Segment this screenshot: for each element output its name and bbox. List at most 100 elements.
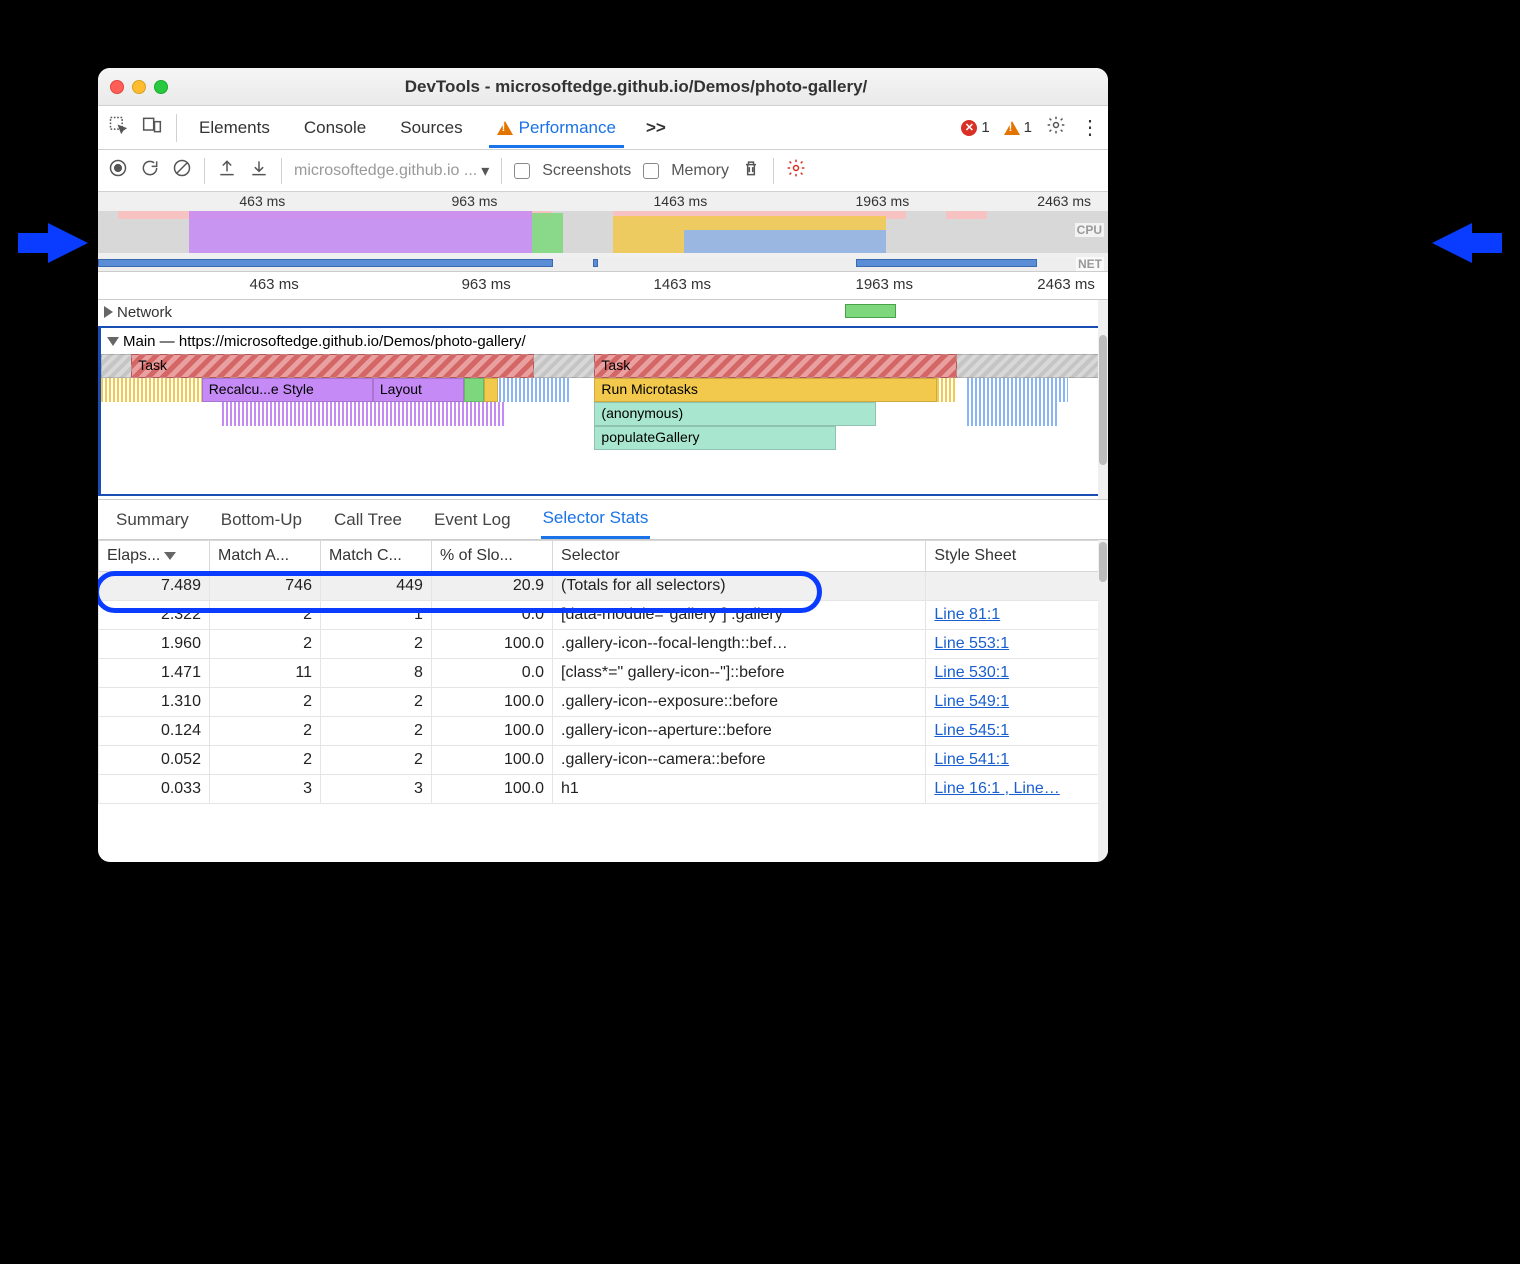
upload-icon[interactable] [217,158,237,183]
flame-bar[interactable]: Run Microtasks [594,378,936,402]
stylesheet-link[interactable]: Line 16:1 , Line… [934,780,1059,797]
context-dropdown[interactable]: microsoftedge.github.io ...▾ [294,161,489,181]
overview-tick: 463 ms [239,193,285,209]
flame-bar[interactable] [464,378,484,402]
stylesheet-link[interactable]: Line 549:1 [934,693,1009,710]
table-row[interactable]: 1.31022100.0.gallery-icon--exposure::bef… [99,688,1108,717]
stylesheet-link[interactable]: Line 545:1 [934,722,1009,739]
subtab-event-log[interactable]: Event Log [432,502,513,538]
table-cell: 2 [209,746,320,775]
devtools-tabs: Elements Console Sources Performance >> ✕ 1… [98,106,1108,150]
inspect-icon[interactable] [108,115,128,140]
subtab-selector-stats[interactable]: Selector Stats [541,500,651,539]
record-button[interactable] [108,158,128,183]
tab-console[interactable]: Console [296,108,374,148]
flame-bar[interactable]: populateGallery [594,426,836,450]
flame-chart-area[interactable]: Network Main — https://microsoftedge.git… [98,300,1108,500]
flame-bar[interactable]: Task [131,354,534,378]
column-header[interactable]: Style Sheet [926,541,1108,572]
table-cell: 3 [209,775,320,804]
table-cell: 2 [320,746,431,775]
table-cell: 746 [209,572,320,601]
table-cell: 1.960 [99,630,210,659]
table-row[interactable]: 7.48974644920.9(Totals for all selectors… [99,572,1108,601]
tab-elements[interactable]: Elements [191,108,278,148]
gc-icon[interactable] [741,158,761,183]
sort-icon [164,552,176,560]
flame-bar[interactable]: Layout [373,378,464,402]
expand-icon[interactable] [104,306,113,318]
table-cell: 2 [320,717,431,746]
subtab-bottom-up[interactable]: Bottom-Up [219,502,304,538]
flame-bar[interactable] [484,378,498,402]
flame-stripes [499,378,569,402]
detail-subtabs: Summary Bottom-Up Call Tree Event Log Select… [98,500,1108,540]
annotation-arrow-left [48,223,88,263]
device-icon[interactable] [142,115,162,140]
column-header[interactable]: Match C... [320,541,431,572]
flame-bar[interactable]: (anonymous) [594,402,876,426]
more-icon[interactable]: ⋮ [1080,115,1098,140]
clear-button[interactable] [172,158,192,183]
main-thread-section: Main — https://microsoftedge.github.io/D… [98,326,1108,496]
tabs-overflow[interactable]: >> [638,108,674,148]
table-row[interactable]: 0.03333100.0h1Line 16:1 , Line… [99,775,1108,804]
stylesheet-link[interactable]: Line 553:1 [934,635,1009,652]
flame-scrollbar[interactable] [1098,300,1108,499]
table-cell: 100.0 [431,630,552,659]
collapse-icon[interactable] [107,337,119,346]
download-icon[interactable] [249,158,269,183]
overview-tick: 963 ms [452,193,498,209]
table-cell: 2 [320,688,431,717]
screenshots-checkbox[interactable] [514,163,530,179]
network-track[interactable]: Network [98,300,1108,324]
flame-bar[interactable]: Task [594,354,957,378]
table-row[interactable]: 0.12422100.0.gallery-icon--aperture::bef… [99,717,1108,746]
flame-stripes [222,402,504,426]
table-scrollbar[interactable] [1098,540,1108,862]
memory-checkbox[interactable] [643,163,659,179]
ruler-tick: 1463 ms [654,276,712,293]
subtab-summary[interactable]: Summary [114,502,191,538]
table-row[interactable]: 2.322210.0[data-module="gallery"] .galle… [99,601,1108,630]
warning-badge[interactable]: 1 [1004,119,1032,136]
flame-bar[interactable]: Recalcu...e Style [202,378,373,402]
window-close-button[interactable] [110,80,124,94]
table-cell: 7.489 [99,572,210,601]
tab-performance[interactable]: Performance [489,108,624,148]
reload-button[interactable] [140,158,160,183]
stylesheet-link[interactable]: Line 81:1 [934,606,1000,623]
window-maximize-button[interactable] [154,80,168,94]
table-cell: 100.0 [431,688,552,717]
table-row[interactable]: 0.05222100.0.gallery-icon--camera::befor… [99,746,1108,775]
table-cell: [data-module="gallery"] .gallery [553,601,926,630]
overview-timeline[interactable]: 463 ms963 ms1463 ms1963 ms2463 ms CPU NE… [98,192,1108,272]
overview-tick: 2463 ms [1037,193,1091,209]
settings-gear-icon[interactable] [1046,115,1066,140]
column-header[interactable]: Elaps... [99,541,210,572]
table-cell: (Totals for all selectors) [553,572,926,601]
table-cell: Line 530:1 [926,659,1108,688]
capture-settings-icon[interactable] [786,158,806,183]
stylesheet-link[interactable]: Line 530:1 [934,664,1009,681]
timeline-ruler[interactable]: 463 ms963 ms1463 ms1963 ms2463 ms [98,272,1108,300]
subtab-call-tree[interactable]: Call Tree [332,502,404,538]
tab-sources[interactable]: Sources [392,108,470,148]
table-cell: 0.052 [99,746,210,775]
error-badge[interactable]: ✕ 1 [961,119,989,136]
stylesheet-link[interactable]: Line 541:1 [934,751,1009,768]
column-header[interactable]: Selector [553,541,926,572]
table-cell: Line 549:1 [926,688,1108,717]
column-header[interactable]: Match A... [209,541,320,572]
column-header[interactable]: % of Slo... [431,541,552,572]
table-row[interactable]: 1.4711180.0[class*=" gallery-icon--"]::b… [99,659,1108,688]
flame-stripes [967,402,1058,426]
table-cell: 100.0 [431,746,552,775]
table-cell: [class*=" gallery-icon--"]::before [553,659,926,688]
overview-tick: 1463 ms [654,193,708,209]
table-cell: 0.124 [99,717,210,746]
ruler-tick: 963 ms [462,276,511,293]
table-cell: .gallery-icon--aperture::before [553,717,926,746]
table-row[interactable]: 1.96022100.0.gallery-icon--focal-length:… [99,630,1108,659]
window-minimize-button[interactable] [132,80,146,94]
